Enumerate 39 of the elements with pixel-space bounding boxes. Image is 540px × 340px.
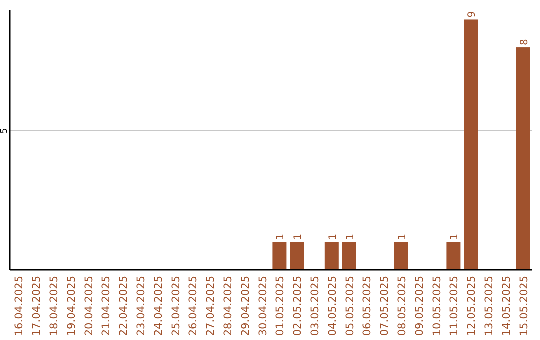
x-tick-label: 12.05.2025 <box>466 276 478 336</box>
x-tick-label: 11.05.2025 <box>448 276 461 336</box>
x-tick-label: 03.05.2025 <box>310 276 322 336</box>
x-tick-label: 20.04.2025 <box>83 276 96 336</box>
x-tick-label: 09.05.2025 <box>414 276 426 336</box>
data-label: 1 <box>328 234 339 240</box>
x-tick-label: 07.05.2025 <box>379 276 392 336</box>
data-label: 1 <box>450 234 461 240</box>
data-label: 1 <box>276 234 287 240</box>
data-label: 8 <box>519 39 530 46</box>
x-tick-label: 14.05.2025 <box>500 276 513 336</box>
data-label: 1 <box>293 234 304 240</box>
x-tick-label: 25.04.2025 <box>170 276 182 336</box>
x-tick-label: 19.04.2025 <box>66 276 78 336</box>
x-tick-label: 16.04.2025 <box>14 276 26 336</box>
x-tick-label: 08.05.2025 <box>396 276 408 336</box>
data-label: 1 <box>398 234 408 240</box>
x-tick-label: 24.04.2025 <box>152 276 165 336</box>
x-tick-label: 15.05.2025 <box>518 276 530 336</box>
data-label: 1 <box>345 234 356 240</box>
y-tick-label: 5 <box>0 128 10 134</box>
data-label: 9 <box>467 11 478 18</box>
x-tick-label: 30.04.2025 <box>257 276 270 336</box>
x-tick-label: 04.05.2025 <box>326 276 339 336</box>
x-tick-label: 10.05.2025 <box>431 276 444 336</box>
x-tick-label: 17.04.2025 <box>31 276 44 336</box>
x-tick-label: 02.05.2025 <box>292 276 304 336</box>
x-tick-label: 21.04.2025 <box>100 276 113 336</box>
x-tick-label: 18.04.2025 <box>48 276 60 336</box>
x-tick-label: 22.04.2025 <box>118 276 130 336</box>
x-tick-label: 05.05.2025 <box>344 276 356 336</box>
x-tick-label: 06.05.2025 <box>362 276 374 336</box>
x-tick-label: 28.04.2025 <box>222 276 234 336</box>
x-tick-label: 26.04.2025 <box>188 276 200 336</box>
x-tick-label: 27.04.2025 <box>205 276 218 336</box>
x-tick-label: 13.05.2025 <box>484 276 496 336</box>
x-tick-label: 01.05.2025 <box>274 276 287 336</box>
x-tick-label: 23.04.2025 <box>136 276 148 336</box>
x-tick-label: 29.04.2025 <box>240 276 252 336</box>
